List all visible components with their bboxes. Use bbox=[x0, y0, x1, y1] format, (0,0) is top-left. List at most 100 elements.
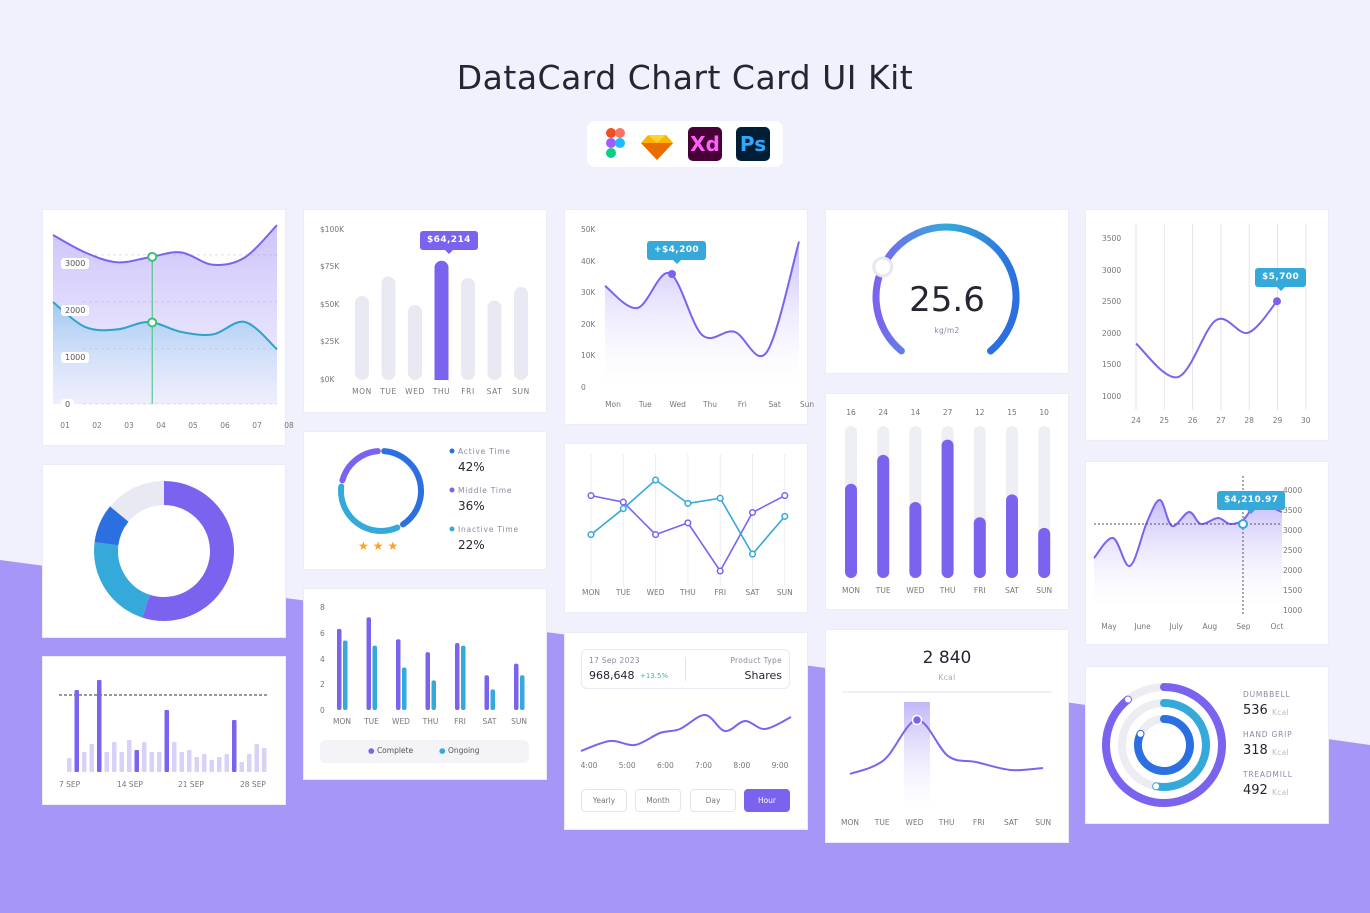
donut-slice bbox=[110, 481, 165, 523]
card-sep-bars: 7 SEP 14 SEP 21 SEP 28 SEP bbox=[43, 657, 285, 804]
x-tick: SAT bbox=[745, 588, 760, 597]
x-tick: Sun bbox=[799, 400, 815, 409]
data-point bbox=[652, 476, 660, 484]
x-tick: WED bbox=[905, 818, 924, 827]
card-line-dates: 3500 3000 2500 2000 1500 1000 24 25 26 27 28 29 30 … bbox=[1086, 210, 1328, 440]
y-tick: 4 bbox=[320, 654, 325, 664]
bar bbox=[973, 517, 986, 578]
bar bbox=[202, 754, 207, 772]
summary-divider bbox=[685, 657, 686, 681]
bar bbox=[112, 742, 117, 772]
x-tick: May bbox=[1101, 622, 1117, 631]
series-line bbox=[604, 241, 800, 358]
xd-icon: Xd bbox=[688, 127, 722, 161]
x-tick: June bbox=[1134, 622, 1151, 631]
data-point bbox=[781, 512, 789, 520]
bar-value-label: 14 bbox=[910, 408, 921, 417]
x-tick: 7:00 bbox=[695, 761, 713, 770]
bar bbox=[134, 750, 139, 772]
y-tick: 40K bbox=[581, 256, 596, 266]
legend-active-label: Active Time bbox=[458, 447, 511, 456]
legend-dot bbox=[449, 487, 455, 493]
series-line bbox=[52, 301, 278, 351]
page-title: DataCard Chart Card UI Kit bbox=[456, 58, 914, 97]
bar bbox=[1038, 527, 1051, 578]
x-tick: 26 bbox=[1187, 416, 1198, 425]
data-point bbox=[1273, 297, 1281, 306]
card-rings: DUMBBELL 536 Kcal HAND GRIP 318 Kcal TRE… bbox=[1086, 667, 1328, 823]
x-tick: 9:00 bbox=[771, 761, 789, 770]
x-tick: 7 SEP bbox=[59, 780, 81, 789]
bar bbox=[142, 742, 147, 772]
x-tick: 21 SEP bbox=[178, 780, 204, 789]
bar-value-label: 10 bbox=[1039, 408, 1049, 417]
legend-inactive-value: 22% bbox=[458, 538, 485, 552]
y-tick: 6 bbox=[320, 628, 325, 638]
x-tick: THU bbox=[938, 818, 955, 827]
x-tick: 4:00 bbox=[580, 761, 598, 770]
bar-tooltip: $64,214 bbox=[420, 231, 478, 254]
y-tick: 0 bbox=[320, 706, 325, 716]
shares-summary bbox=[581, 649, 790, 689]
gauge-value: 25.6 bbox=[909, 280, 985, 320]
y-tick: $0K bbox=[320, 375, 335, 384]
data-point bbox=[619, 498, 627, 506]
y-tick: 2000 bbox=[1283, 566, 1303, 575]
bar bbox=[209, 760, 214, 772]
x-tick: Oct bbox=[1270, 622, 1284, 631]
shares-line-chart bbox=[580, 713, 792, 752]
dumbbell-unit: Kcal bbox=[1272, 708, 1289, 717]
x-tick: 24 bbox=[1131, 416, 1141, 425]
y-tick: 20K bbox=[581, 319, 596, 329]
y-tick: $100K bbox=[320, 225, 345, 234]
y-tick: 3500 bbox=[1283, 506, 1303, 515]
sketch-icon bbox=[640, 127, 674, 161]
radial-rings-chart bbox=[1102, 683, 1226, 807]
y-tick: 3500 bbox=[1102, 234, 1122, 243]
x-tick: 02 bbox=[92, 421, 102, 430]
bar bbox=[941, 439, 954, 578]
card-progress-bars: 16 24 14 27 12 15 10 MON TUE WED THU FRI SAT SUN bbox=[826, 394, 1068, 609]
data-point bbox=[684, 499, 692, 507]
series-line bbox=[580, 713, 792, 752]
bar bbox=[487, 300, 502, 380]
y-tick: 2500 bbox=[1283, 546, 1303, 555]
legend-bar bbox=[320, 740, 529, 763]
dumbbell-label: DUMBBELL bbox=[1243, 690, 1291, 699]
x-tick: 05 bbox=[188, 421, 198, 430]
x-tick: WED bbox=[392, 717, 410, 726]
series-line bbox=[849, 718, 1044, 775]
series-line bbox=[52, 224, 278, 266]
area-week-chart bbox=[604, 241, 800, 387]
bar bbox=[514, 663, 519, 710]
bar bbox=[89, 744, 94, 772]
bar bbox=[514, 287, 528, 380]
kcal-unit: Kcal bbox=[938, 673, 956, 682]
y-tick: $75K bbox=[320, 262, 340, 271]
bar bbox=[67, 758, 72, 772]
area-lines-chart bbox=[52, 224, 278, 405]
legend-dot: ● bbox=[368, 746, 377, 755]
tab-hour[interactable]: Hour bbox=[744, 789, 790, 812]
tab-yearly[interactable]: Yearly bbox=[581, 789, 627, 812]
gauge-chart bbox=[872, 223, 1020, 355]
photoshop-icon: Ps bbox=[736, 127, 770, 161]
bar bbox=[254, 744, 259, 772]
bar bbox=[343, 640, 348, 710]
card-gauge: 25.6 kg/m2 bbox=[826, 210, 1068, 373]
card-donut bbox=[43, 465, 285, 637]
tab-day[interactable]: Day bbox=[690, 789, 736, 812]
tab-month[interactable]: Month bbox=[635, 789, 681, 812]
bar bbox=[431, 680, 436, 710]
bar bbox=[402, 667, 407, 710]
bar bbox=[194, 757, 199, 772]
y-tick: 1000 bbox=[61, 352, 90, 363]
data-point bbox=[781, 492, 789, 500]
legend-dot bbox=[449, 526, 455, 532]
x-tick: TUE bbox=[615, 588, 631, 597]
x-tick: 28 bbox=[1244, 416, 1254, 425]
y-tick: 10K bbox=[581, 351, 596, 361]
bar bbox=[381, 276, 396, 380]
bar-value-label: 15 bbox=[1007, 408, 1017, 417]
bar-value-label: 12 bbox=[975, 408, 985, 417]
